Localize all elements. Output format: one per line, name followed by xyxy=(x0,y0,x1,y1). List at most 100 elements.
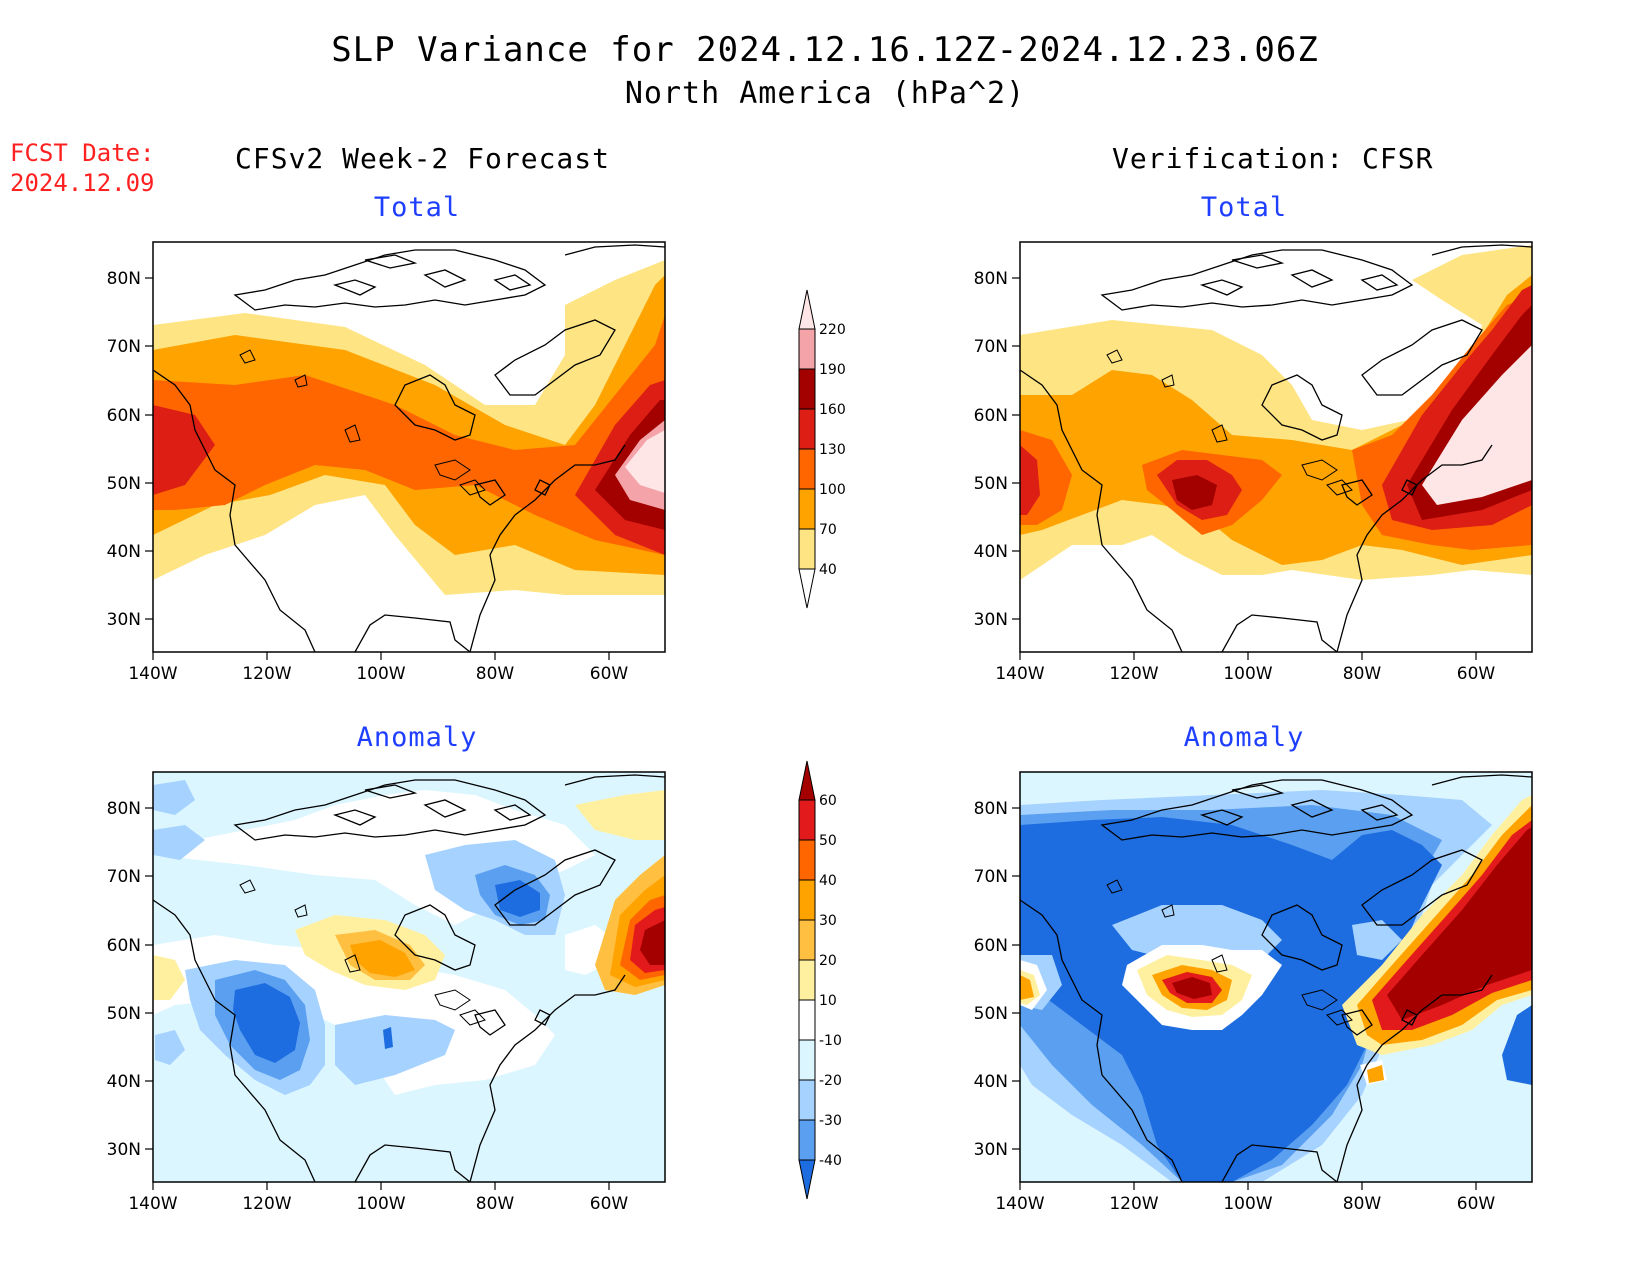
contour-red xyxy=(1020,285,1532,530)
colorbar-top-triangle xyxy=(798,289,816,330)
lat-label: 60N xyxy=(107,406,141,426)
lon-ticks xyxy=(1019,652,1477,660)
lon-ticks xyxy=(152,1182,610,1190)
colorbar-swatch xyxy=(798,879,816,921)
verification-total-title: Total xyxy=(1200,192,1288,223)
contour-dark-red xyxy=(640,920,665,965)
forecast-date-label: FCST Date: xyxy=(10,139,155,167)
colorbar-label: 40 xyxy=(819,562,837,578)
lat-label: 40N xyxy=(974,542,1008,562)
colorbar-label: -10 xyxy=(819,1033,842,1049)
lon-label: 60W xyxy=(590,664,629,684)
lakes xyxy=(1106,879,1353,1026)
colorbar-label: -40 xyxy=(819,1153,842,1169)
colorbar-swatch xyxy=(798,528,816,570)
colorbar-swatch xyxy=(798,839,816,881)
coastline xyxy=(153,774,665,1182)
lon-label: 140W xyxy=(995,1194,1044,1214)
lat-ticks xyxy=(145,277,153,620)
total-colorbar: 220 190 160 130 100 70 40 xyxy=(798,289,846,609)
anomaly-colorbar: 60 50 40 30 20 10 -10 -20 -30 -40 xyxy=(798,760,842,1200)
map-frame xyxy=(152,771,666,1183)
colorbar-label: 40 xyxy=(819,873,837,889)
coastline xyxy=(1020,774,1532,1182)
lat-label: 50N xyxy=(974,1004,1008,1024)
colorbar-label: 100 xyxy=(819,482,846,498)
colorbar-top-triangle xyxy=(798,760,816,801)
lat-label: 40N xyxy=(107,1072,141,1092)
lat-label: 70N xyxy=(107,867,141,887)
colorbar-swatch xyxy=(798,488,816,530)
lat-label: 50N xyxy=(107,1004,141,1024)
lon-label: 80W xyxy=(476,664,515,684)
lon-label: 80W xyxy=(1343,1194,1382,1214)
colorbar-label: 160 xyxy=(819,402,846,418)
lat-label: 80N xyxy=(974,269,1008,289)
lat-label: 60N xyxy=(107,936,141,956)
lat-label: 80N xyxy=(107,799,141,819)
lon-label: 80W xyxy=(476,1194,515,1214)
lon-label: 100W xyxy=(1223,664,1272,684)
lat-label: 30N xyxy=(107,610,141,630)
contour-orange xyxy=(350,875,665,987)
colorbar-swatch xyxy=(798,919,816,961)
lat-label: 50N xyxy=(974,474,1008,494)
lon-label: 120W xyxy=(1109,664,1158,684)
lat-ticks xyxy=(145,807,153,1150)
colorbar-swatch xyxy=(798,799,816,841)
lon-ticks xyxy=(152,652,610,660)
colorbar-label: 30 xyxy=(819,913,837,929)
lat-label: 80N xyxy=(974,799,1008,819)
colorbar-swatch xyxy=(798,368,816,410)
lakes xyxy=(1106,349,1353,496)
verification-total-map: 80N 70N 60N 50N 40N 30N 140W 120W 100W 8… xyxy=(974,241,1533,684)
forecast-total-title: Total xyxy=(373,192,461,223)
colorbar-label: 130 xyxy=(819,442,846,458)
contour-warm-east-dark-red xyxy=(1387,827,1532,1020)
lat-label: 70N xyxy=(974,867,1008,887)
contour-light-orange xyxy=(335,855,665,995)
lat-ticks xyxy=(1012,807,1020,1150)
colorbar-bottom-triangle xyxy=(798,1159,816,1200)
contour-dark-red-west xyxy=(1172,977,1212,999)
lon-label: 60W xyxy=(590,1194,629,1214)
lat-label: 30N xyxy=(974,1140,1008,1160)
contour-blue xyxy=(1020,817,1532,1182)
lat-label: 40N xyxy=(107,542,141,562)
lon-label: 100W xyxy=(356,664,405,684)
colorbar-swatch xyxy=(798,328,816,370)
contour-light-pink xyxy=(625,430,665,493)
lon-label: 120W xyxy=(1109,1194,1158,1214)
forecast-anomaly-title: Anomaly xyxy=(356,722,478,753)
lat-label: 50N xyxy=(107,474,141,494)
lon-label: 80W xyxy=(1343,664,1382,684)
colorbar-swatch xyxy=(798,408,816,450)
colorbar-swatch xyxy=(798,1119,816,1161)
verification-anomaly-map: 80N 70N 60N 50N 40N 30N 140W 120W 100W 8… xyxy=(974,771,1533,1214)
colorbar-label: -20 xyxy=(819,1073,842,1089)
forecast-date-value: 2024.12.09 xyxy=(10,169,155,197)
contour-blue xyxy=(233,880,540,1063)
lon-label: 140W xyxy=(128,1194,177,1214)
colorbar-label: 60 xyxy=(819,793,837,809)
forecast-anomaly-map: 80N 70N 60N 50N 40N 30N 140W 120W 100W 8… xyxy=(107,771,666,1214)
map-frame xyxy=(152,241,666,653)
lat-label: 30N xyxy=(107,1140,141,1160)
figure-subtitle: North America (hPa^2) xyxy=(624,76,1026,111)
forecast-date-block: FCST Date: 2024.12.09 xyxy=(10,138,155,198)
lat-label: 80N xyxy=(107,269,141,289)
colorbar-label: 50 xyxy=(819,833,837,849)
lon-label: 120W xyxy=(242,664,291,684)
lon-label: 140W xyxy=(995,664,1044,684)
colorbar-swatch xyxy=(798,1079,816,1121)
lakes xyxy=(239,879,486,1026)
forecast-column-heading: CFSv2 Week-2 Forecast xyxy=(235,142,611,175)
colorbar-label: -30 xyxy=(819,1113,842,1129)
figure-title: SLP Variance for 2024.12.16.12Z-2024.12.… xyxy=(331,30,1319,70)
colorbar-swatch xyxy=(798,999,816,1041)
lat-label: 40N xyxy=(974,1072,1008,1092)
colorbar-label: 70 xyxy=(819,522,837,538)
lat-label: 70N xyxy=(107,337,141,357)
colorbar-swatch xyxy=(798,959,816,1001)
colorbar-label: 220 xyxy=(819,322,846,338)
